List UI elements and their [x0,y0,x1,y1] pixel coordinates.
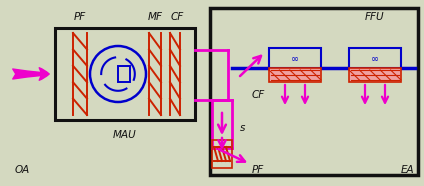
Bar [212,140,232,168]
Text: OA: OA [14,165,30,175]
Bar [269,48,321,68]
Bar [349,48,401,68]
Bar [118,66,130,82]
Text: MAU: MAU [113,130,137,140]
Text: PF: PF [252,165,264,175]
Text: $\infty$: $\infty$ [290,53,299,63]
Text: s: s [240,123,245,133]
Text: FFU: FFU [365,12,385,22]
Text: PF: PF [74,12,86,22]
Bar [349,68,401,82]
Bar [210,8,418,175]
Bar [55,28,195,120]
Text: MF: MF [148,12,162,22]
Text: EA: EA [401,165,415,175]
Text: $\infty$: $\infty$ [371,53,379,63]
Text: CF: CF [252,90,265,100]
Bar [269,68,321,82]
Text: CF: CF [170,12,184,22]
